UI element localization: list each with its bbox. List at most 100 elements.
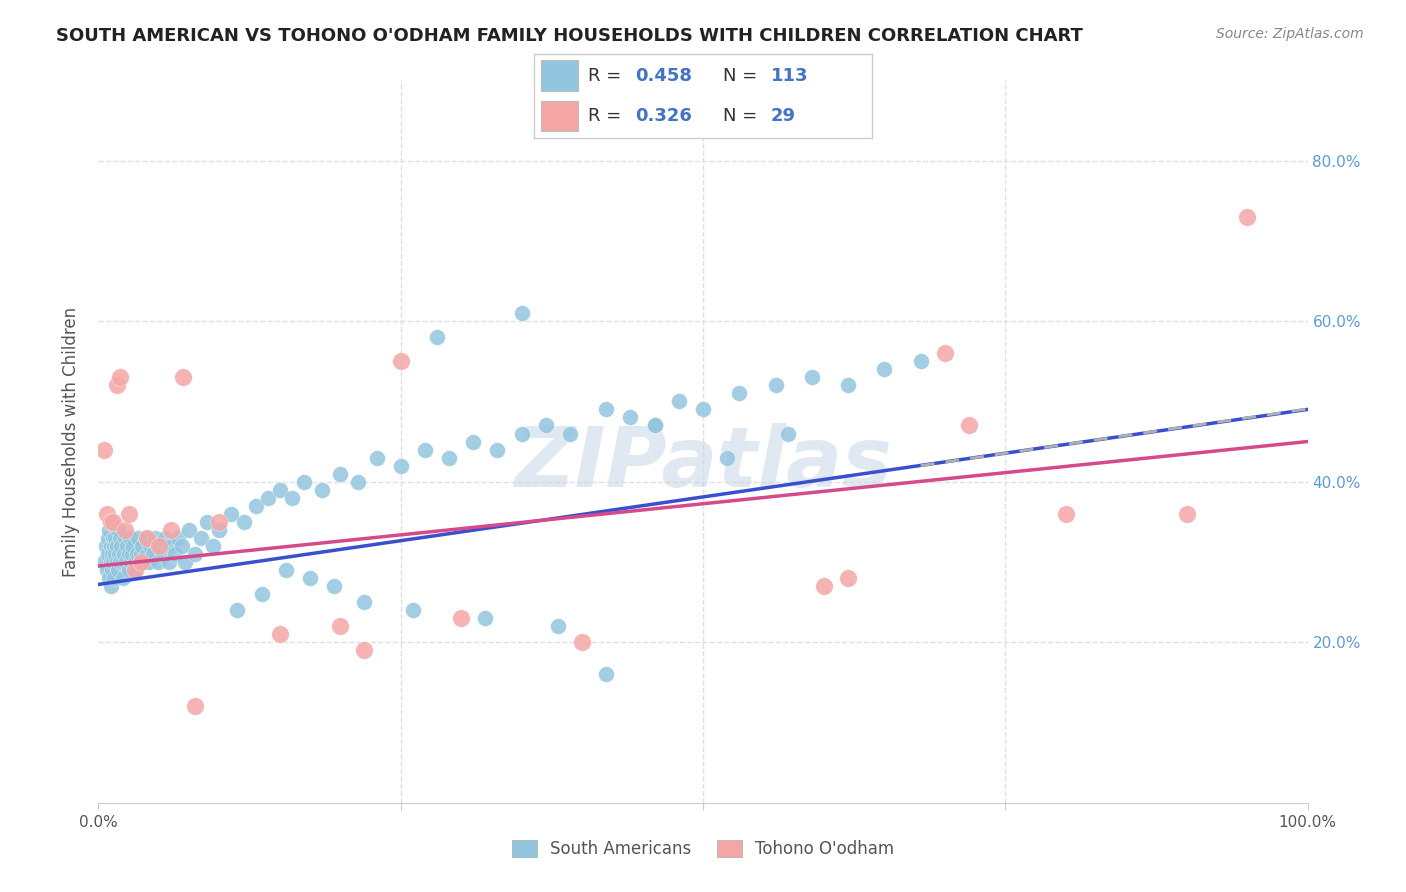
- Point: [934, 346, 956, 360]
- Point: [100, 555, 122, 569]
- Point: [413, 442, 436, 457]
- Point: [274, 563, 297, 577]
- Point: [100, 579, 122, 593]
- Point: [184, 547, 207, 561]
- Point: [118, 531, 141, 545]
- Point: [232, 515, 254, 529]
- Point: [208, 515, 231, 529]
- Point: [108, 547, 131, 561]
- Point: [104, 547, 127, 561]
- Point: [138, 555, 160, 569]
- Point: [172, 370, 194, 384]
- Point: [179, 523, 201, 537]
- Point: [269, 483, 291, 497]
- Point: [353, 643, 375, 657]
- Point: [139, 539, 162, 553]
- Point: [146, 555, 169, 569]
- Point: [100, 547, 122, 561]
- Text: ZIPatlas: ZIPatlas: [515, 423, 891, 504]
- Point: [160, 523, 183, 537]
- Point: [474, 611, 496, 625]
- Point: [100, 539, 122, 553]
- Point: [111, 571, 134, 585]
- Point: [837, 378, 859, 392]
- Point: [131, 539, 153, 553]
- Text: N =: N =: [723, 67, 763, 85]
- Point: [98, 571, 121, 585]
- Point: [366, 450, 388, 465]
- Point: [143, 531, 166, 545]
- Text: N =: N =: [723, 107, 763, 125]
- Point: [619, 410, 641, 425]
- Point: [93, 555, 115, 569]
- Point: [105, 555, 128, 569]
- Point: [135, 531, 157, 545]
- Point: [105, 378, 128, 392]
- Point: [256, 491, 278, 505]
- Point: [668, 394, 690, 409]
- Point: [101, 555, 124, 569]
- Point: [221, 507, 243, 521]
- Point: [873, 362, 896, 376]
- Point: [108, 555, 131, 569]
- Point: [547, 619, 569, 633]
- Point: [100, 563, 122, 577]
- Point: [957, 418, 980, 433]
- Point: [595, 667, 617, 681]
- Point: [127, 531, 149, 545]
- Point: [118, 507, 141, 521]
- Point: [800, 370, 823, 384]
- Point: [167, 531, 190, 545]
- Point: [323, 579, 346, 593]
- Point: [910, 354, 932, 368]
- Text: Source: ZipAtlas.com: Source: ZipAtlas.com: [1216, 27, 1364, 41]
- Point: [149, 539, 172, 553]
- Point: [190, 531, 212, 545]
- Point: [510, 426, 533, 441]
- Point: [101, 515, 124, 529]
- Point: [118, 563, 141, 577]
- Point: [153, 531, 176, 545]
- Point: [125, 563, 148, 577]
- Point: [148, 539, 170, 553]
- Point: [571, 635, 593, 649]
- Point: [129, 547, 152, 561]
- Point: [142, 547, 165, 561]
- Point: [1236, 210, 1258, 224]
- Point: [716, 450, 738, 465]
- Point: [595, 402, 617, 417]
- Point: [157, 555, 180, 569]
- Point: [129, 555, 152, 569]
- Point: [170, 539, 193, 553]
- Point: [510, 306, 533, 320]
- Point: [202, 539, 225, 553]
- Point: [112, 547, 135, 561]
- Point: [644, 418, 666, 433]
- Point: [692, 402, 714, 417]
- Point: [124, 563, 146, 577]
- Point: [311, 483, 333, 497]
- Legend: South Americans, Tohono O'odham: South Americans, Tohono O'odham: [503, 832, 903, 867]
- Y-axis label: Family Households with Children: Family Households with Children: [62, 307, 80, 576]
- Point: [728, 386, 751, 401]
- Point: [486, 442, 509, 457]
- Point: [93, 442, 115, 457]
- Point: [105, 539, 128, 553]
- Point: [226, 603, 249, 617]
- Point: [114, 523, 136, 537]
- Point: [195, 515, 218, 529]
- Point: [103, 539, 125, 553]
- Point: [389, 458, 412, 473]
- Point: [122, 539, 145, 553]
- Point: [107, 523, 129, 537]
- Point: [135, 547, 157, 561]
- Point: [117, 539, 139, 553]
- FancyBboxPatch shape: [541, 101, 578, 131]
- Point: [558, 426, 581, 441]
- Point: [269, 627, 291, 641]
- Point: [115, 555, 138, 569]
- Point: [299, 571, 322, 585]
- Point: [134, 555, 156, 569]
- Text: 113: 113: [770, 67, 808, 85]
- Point: [329, 467, 352, 481]
